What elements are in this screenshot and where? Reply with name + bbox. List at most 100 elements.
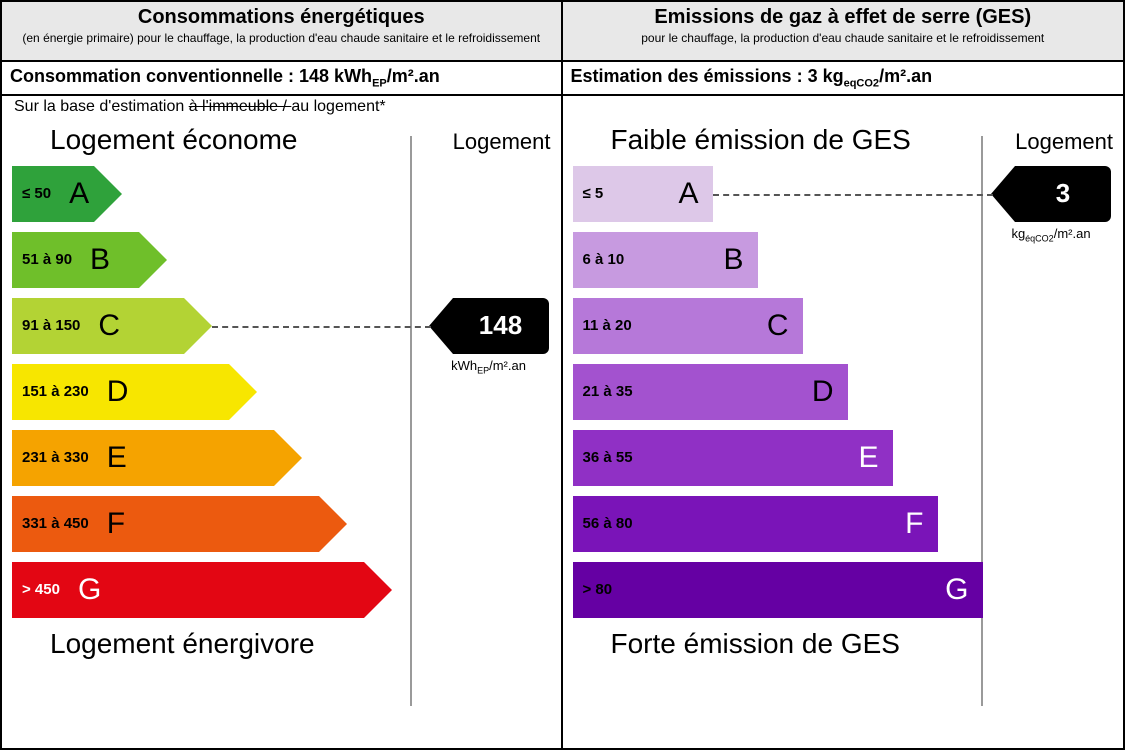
arrow-tip-icon xyxy=(94,166,122,222)
bar-range: 11 à 20 xyxy=(583,317,632,334)
bar-letter: D xyxy=(812,375,834,409)
bar-range: 21 à 35 xyxy=(583,383,633,400)
ges-chart: Faible émission de GES Logement ≤ 5 A 6 à … xyxy=(563,118,1124,748)
energy-value-row: Consommation conventionnelle : 148 kWhEP… xyxy=(2,62,561,96)
bar-body: 56 à 80 F xyxy=(573,496,938,552)
bar-letter: E xyxy=(107,441,127,475)
arrow-tip-icon xyxy=(274,430,302,486)
bar-row-c: 11 à 20 C xyxy=(573,298,1114,354)
energy-title-top: Logement économe xyxy=(50,124,298,156)
bar-body: 11 à 20 C xyxy=(573,298,803,354)
energy-header-title: Consommations énergétiques xyxy=(10,6,553,29)
dpe-container: Consommations énergétiques (en énergie p… xyxy=(0,0,1125,750)
bar-letter: A xyxy=(69,177,89,211)
ges-spacer xyxy=(563,96,1124,118)
bar-letter: A xyxy=(678,177,698,211)
indicator: 148 kWhEP/m².an xyxy=(429,298,549,376)
bar-body: > 450 G xyxy=(12,562,364,618)
bar-range: 231 à 330 xyxy=(22,449,89,466)
bar-row-d: 21 à 35 D xyxy=(573,364,1114,420)
energy-title-bottom: Logement énergivore xyxy=(50,628,551,660)
indicator-unit: kgéqCO2/m².an xyxy=(991,226,1111,244)
energy-title-col: Logement xyxy=(445,129,551,155)
energy-header-sub: (en énergie primaire) pour le chauffage,… xyxy=(10,31,553,45)
bar-range: 6 à 10 xyxy=(583,251,625,268)
bar-row-f: 331 à 450 F xyxy=(12,496,551,552)
bar-range: 151 à 230 xyxy=(22,383,89,400)
bar-letter: G xyxy=(945,573,968,607)
arrow-tip-icon xyxy=(139,232,167,288)
indicator-dash-line xyxy=(212,326,431,328)
energy-estimate-note: Sur la base d'estimation à l'immeuble / … xyxy=(2,96,561,118)
indicator-value: 3 xyxy=(1015,166,1111,222)
ges-bars: ≤ 5 A 6 à 10 B 11 à 20 C 21 à 35 D 36 à 55 E 56 à … xyxy=(573,166,1114,618)
indicator-arrow-icon xyxy=(991,166,1015,222)
ges-header: Emissions de gaz à effet de serre (GES) … xyxy=(563,2,1124,62)
ges-value-row: Estimation des émissions : 3 kgeqCO2/m².… xyxy=(563,62,1124,96)
bar-letter: B xyxy=(90,243,110,277)
ges-value-sub: eqCO2 xyxy=(844,78,879,90)
bar-letter: D xyxy=(107,375,129,409)
bar-range: 91 à 150 xyxy=(22,317,80,334)
arrow-tip-icon xyxy=(184,298,212,354)
indicator-value: 148 xyxy=(453,298,549,354)
energy-value-sub: EP xyxy=(372,78,387,90)
bar-row-b: 51 à 90 B xyxy=(12,232,551,288)
energy-chart: Logement économe Logement ≤ 50 A 51 à 90 B 9… xyxy=(2,118,561,748)
estimate-struck: à l'immeuble / xyxy=(189,98,292,115)
bar-range: ≤ 5 xyxy=(583,185,604,202)
bar-range: > 450 xyxy=(22,581,60,598)
indicator: 3 kgéqCO2/m².an xyxy=(991,166,1111,244)
arrow-tip-icon xyxy=(229,364,257,420)
arrow-tip-icon xyxy=(364,562,392,618)
bar-body: ≤ 5 A xyxy=(573,166,713,222)
bar-row-e: 231 à 330 E xyxy=(12,430,551,486)
ges-title-top: Faible émission de GES xyxy=(611,124,911,156)
bar-row-g: > 80 G xyxy=(573,562,1114,618)
ges-panel: Emissions de gaz à effet de serre (GES) … xyxy=(563,2,1124,748)
bar-letter: B xyxy=(723,243,743,277)
ges-title-bottom: Forte émission de GES xyxy=(611,628,1114,660)
energy-value-suffix: /m².an xyxy=(387,66,440,86)
ges-header-sub: pour le chauffage, la production d'eau c… xyxy=(571,31,1116,45)
indicator-dash-line xyxy=(713,194,994,196)
bar-letter: E xyxy=(858,441,878,475)
ges-value-label: Estimation des émissions : 3 kg xyxy=(571,66,844,86)
bar-row-f: 56 à 80 F xyxy=(573,496,1114,552)
bar-letter: C xyxy=(767,309,789,343)
bar-range: 51 à 90 xyxy=(22,251,72,268)
indicator-unit: kWhEP/m².an xyxy=(429,358,549,376)
bar-body: 91 à 150 C xyxy=(12,298,184,354)
bar-body: 6 à 10 B xyxy=(573,232,758,288)
ges-title-col: Logement xyxy=(1007,129,1113,155)
ges-value-suffix: /m².an xyxy=(879,66,932,86)
energy-header: Consommations énergétiques (en énergie p… xyxy=(2,2,561,62)
ges-header-title: Emissions de gaz à effet de serre (GES) xyxy=(571,6,1116,29)
bar-letter: F xyxy=(107,507,125,541)
bar-body: 36 à 55 E xyxy=(573,430,893,486)
bar-body: ≤ 50 A xyxy=(12,166,94,222)
bar-range: ≤ 50 xyxy=(22,185,51,202)
indicator-arrow-icon xyxy=(429,298,453,354)
bar-letter: C xyxy=(98,309,120,343)
estimate-rest: au logement* xyxy=(291,98,385,115)
bar-letter: G xyxy=(78,573,101,607)
estimate-prefix: Sur la base d'estimation xyxy=(14,98,189,115)
bar-body: 151 à 230 D xyxy=(12,364,229,420)
bar-body: 231 à 330 E xyxy=(12,430,274,486)
energy-panel: Consommations énergétiques (en énergie p… xyxy=(2,2,563,748)
bar-row-g: > 450 G xyxy=(12,562,551,618)
bar-row-a: ≤ 50 A xyxy=(12,166,551,222)
bar-range: 36 à 55 xyxy=(583,449,633,466)
bar-body: 21 à 35 D xyxy=(573,364,848,420)
bar-letter: F xyxy=(905,507,923,541)
energy-value-label: Consommation conventionnelle : 148 kWh xyxy=(10,66,372,86)
bar-body: > 80 G xyxy=(573,562,983,618)
bar-range: 56 à 80 xyxy=(583,515,633,532)
arrow-tip-icon xyxy=(319,496,347,552)
bar-range: > 80 xyxy=(583,581,613,598)
bar-body: 51 à 90 B xyxy=(12,232,139,288)
bar-body: 331 à 450 F xyxy=(12,496,319,552)
energy-bars: ≤ 50 A 51 à 90 B 91 à 150 C 151 à 230 D 231 à 33… xyxy=(12,166,551,618)
bar-range: 331 à 450 xyxy=(22,515,89,532)
